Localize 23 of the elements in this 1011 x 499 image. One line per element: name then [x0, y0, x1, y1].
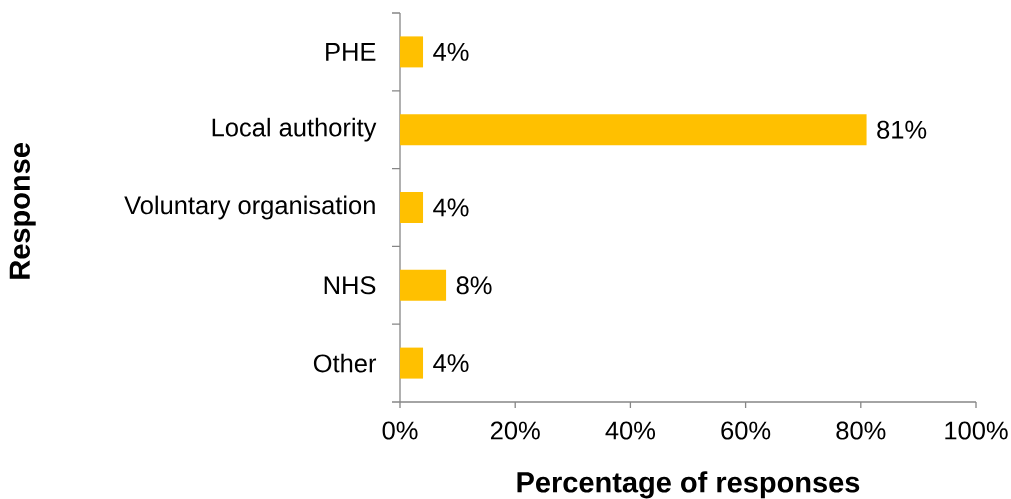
y-tick-label: Other [313, 353, 377, 373]
y-tick-label: PHE [326, 43, 376, 61]
bar [400, 192, 424, 223]
x-tick-label: 100% [945, 421, 1008, 440]
x-tick-label: 80% [836, 421, 886, 440]
y-tick-label: Local authority [212, 117, 377, 142]
y-tick-label: Voluntary organisation [124, 195, 375, 220]
bar [400, 269, 447, 301]
data-label: 4% [433, 42, 469, 61]
bar [400, 36, 424, 68]
data-label: 4% [433, 198, 469, 217]
data-label: 8% [456, 276, 492, 295]
y-axis-title: Response [9, 143, 36, 279]
x-axis-title: Percentage of responses [517, 471, 860, 499]
bar [400, 347, 424, 379]
x-tick-label: 60% [721, 421, 771, 440]
data-label: 4% [433, 354, 469, 373]
data-label: 81% [877, 120, 927, 139]
x-tick-label: 20% [490, 421, 540, 440]
x-tick-label: 40% [605, 421, 656, 440]
y-tick-label: NHS [324, 276, 376, 295]
bar [400, 114, 867, 146]
x-tick-label: 0% [382, 421, 418, 440]
